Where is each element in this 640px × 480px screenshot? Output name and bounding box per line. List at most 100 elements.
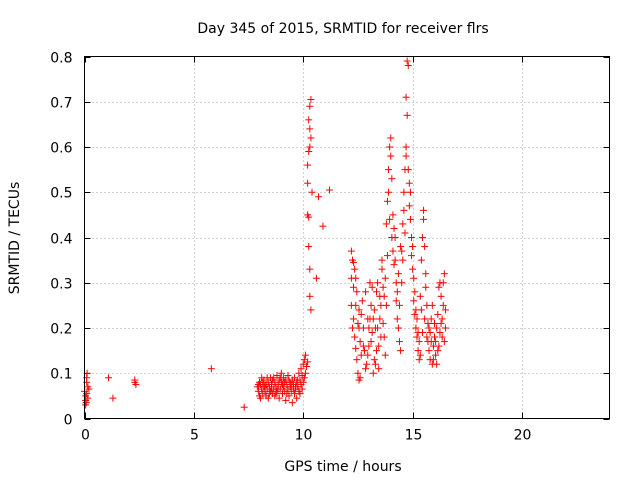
data-point	[308, 188, 316, 196]
data-point	[277, 369, 285, 377]
data-point	[305, 116, 313, 124]
data-point	[356, 374, 364, 382]
data-point	[413, 333, 421, 341]
data-point	[402, 93, 410, 101]
data-point	[381, 351, 389, 359]
data-point	[412, 324, 420, 332]
data-point	[367, 301, 375, 309]
data-point	[393, 315, 401, 323]
data-point	[394, 324, 402, 332]
data-point	[438, 333, 446, 341]
data-point	[306, 265, 314, 273]
data-point	[282, 396, 290, 404]
data-point	[386, 215, 394, 223]
data-point	[417, 256, 425, 264]
data-point	[362, 365, 370, 373]
data-point	[410, 297, 418, 305]
data-point	[434, 310, 442, 318]
data-point	[427, 315, 435, 323]
data-point	[441, 324, 449, 332]
data-point	[263, 374, 271, 382]
y-tick-label: 0.2	[50, 322, 72, 338]
data-point	[356, 338, 364, 346]
data-point	[287, 381, 295, 389]
data-point	[393, 288, 401, 296]
data-point	[381, 274, 389, 282]
data-point	[374, 324, 382, 332]
data-point	[429, 356, 437, 364]
data-point	[421, 243, 429, 251]
data-point	[435, 342, 443, 350]
data-point	[421, 315, 429, 323]
data-point	[424, 319, 432, 327]
data-point	[353, 288, 361, 296]
data-point	[378, 256, 386, 264]
data-point	[304, 161, 312, 169]
data-point	[436, 329, 444, 337]
data-point	[439, 301, 447, 309]
data-point	[382, 301, 390, 309]
data-point	[294, 376, 302, 384]
data-point	[261, 383, 269, 391]
x-tick-label: 5	[190, 428, 199, 444]
y-tick-label: 0.6	[50, 141, 72, 157]
y-tick-label: 0.1	[50, 367, 72, 383]
data-point	[428, 301, 436, 309]
data-point	[132, 381, 140, 389]
data-point	[416, 292, 424, 300]
data-point	[401, 229, 409, 237]
data-point	[207, 365, 215, 373]
x-tick-label: 10	[295, 428, 313, 444]
data-point	[367, 338, 375, 346]
data-point	[420, 215, 428, 223]
data-point	[312, 274, 320, 282]
data-point	[432, 351, 440, 359]
data-point	[306, 143, 314, 151]
data-point	[388, 175, 396, 183]
data-point	[307, 306, 315, 314]
data-point	[425, 324, 433, 332]
data-point	[387, 134, 395, 142]
data-point	[434, 347, 442, 355]
data-point	[382, 220, 390, 228]
data-point	[296, 390, 304, 398]
data-point	[378, 265, 386, 273]
data-point	[410, 274, 418, 282]
data-point	[297, 365, 305, 373]
data-point	[370, 356, 378, 364]
data-point	[397, 243, 405, 251]
data-points	[81, 57, 449, 411]
x-tick-label: 0	[81, 428, 90, 444]
data-point	[423, 333, 431, 341]
data-point	[368, 329, 376, 337]
data-point	[268, 385, 276, 393]
data-point	[397, 347, 405, 355]
data-point	[439, 279, 447, 287]
data-point	[366, 279, 374, 287]
data-point	[375, 365, 383, 373]
data-point	[326, 186, 333, 194]
data-point	[303, 362, 311, 370]
data-point	[299, 378, 307, 386]
plot-frame	[84, 56, 610, 419]
data-point	[370, 306, 378, 314]
data-point	[433, 360, 441, 368]
data-point	[364, 351, 372, 359]
y-tick-label: 0.8	[50, 51, 72, 67]
data-point	[304, 358, 312, 366]
data-point	[413, 315, 421, 323]
data-point	[375, 342, 383, 350]
data-point	[416, 351, 424, 359]
data-point	[399, 220, 407, 228]
data-point	[390, 261, 398, 269]
data-point	[351, 333, 359, 341]
data-point	[363, 360, 371, 368]
data-point	[422, 270, 430, 278]
data-point	[288, 399, 296, 407]
data-point	[350, 315, 358, 323]
y-tick-label: 0.4	[50, 232, 72, 248]
data-point	[418, 234, 426, 241]
data-point	[373, 347, 381, 355]
